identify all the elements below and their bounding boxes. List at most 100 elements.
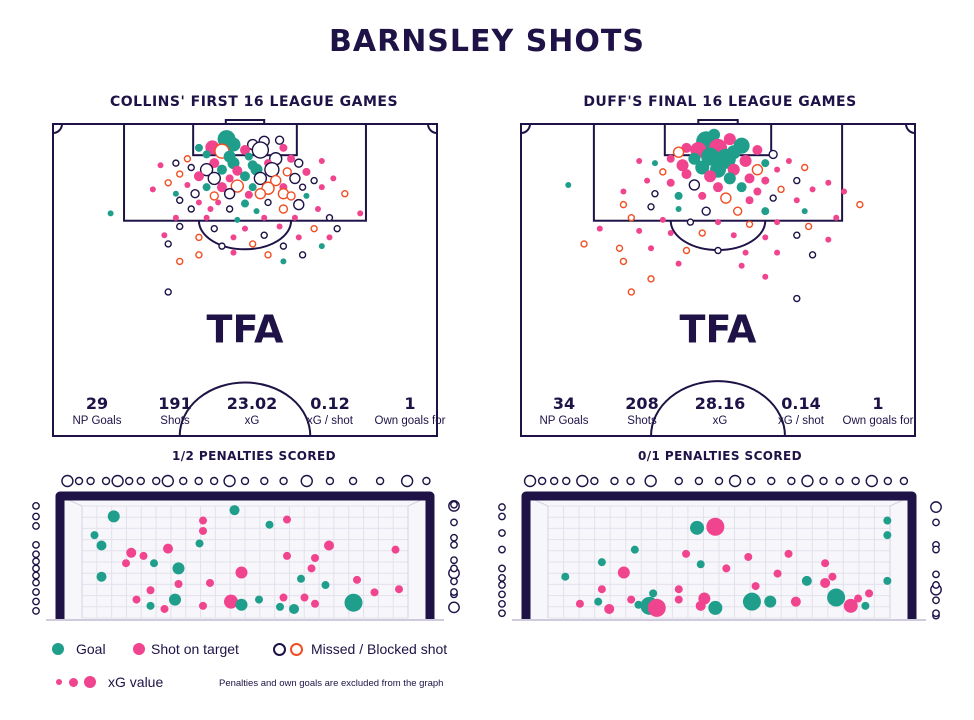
missed-shot-marker xyxy=(310,176,318,185)
missed-shot-marker xyxy=(124,476,134,486)
missed-shot-marker xyxy=(627,214,636,222)
left-shot-map: TFA xyxy=(52,119,438,437)
shot-on-target-marker xyxy=(330,175,337,182)
shot-on-target-marker xyxy=(291,214,298,221)
shot-on-target-marker xyxy=(216,182,227,193)
missed-shot-marker xyxy=(694,476,704,486)
shot-on-target-marker xyxy=(644,177,651,184)
missed-shot-marker xyxy=(152,476,161,486)
missed-shot-marker xyxy=(176,196,184,204)
goal-marker xyxy=(216,164,227,175)
missed-shot-marker xyxy=(32,578,40,587)
goal-marker xyxy=(253,208,260,215)
shot-on-target-marker xyxy=(199,516,207,525)
missed-shot-marker xyxy=(768,149,778,160)
missed-shot-marker xyxy=(450,577,458,586)
missed-shot-marker xyxy=(769,194,777,202)
missed-shot-marker xyxy=(195,233,203,242)
shot-on-target-marker xyxy=(174,580,183,588)
missed-shot-marker xyxy=(422,476,431,486)
shot-on-target-marker xyxy=(809,186,816,193)
goal-marker xyxy=(736,182,747,193)
tfa-logo: TFA xyxy=(680,307,758,351)
goal-marker-icon xyxy=(52,643,64,655)
shot-on-target-marker xyxy=(667,230,674,237)
missed-shot-marker xyxy=(32,512,40,521)
missed-shot-marker xyxy=(562,476,571,486)
missed-shot-marker xyxy=(549,476,559,486)
goal-marker xyxy=(761,159,770,168)
shot-on-target-marker xyxy=(774,249,781,256)
goal-marker xyxy=(883,516,892,525)
shot-on-target-marker xyxy=(157,162,164,169)
shot-on-target-marker xyxy=(160,604,169,613)
shot-on-target-marker xyxy=(232,165,243,176)
missed-shot-marker xyxy=(856,200,864,209)
shot-on-target-marker xyxy=(276,223,283,230)
shot-on-target-marker xyxy=(326,234,333,241)
right-stat-np-goals: 34 NP Goals xyxy=(539,394,589,427)
missed-shot-marker xyxy=(207,171,221,186)
shot-on-target-marker xyxy=(784,549,793,558)
goal-marker xyxy=(241,199,249,208)
goal-marker xyxy=(96,571,107,582)
shot-on-target-marker xyxy=(203,214,210,221)
center-circle-arc xyxy=(178,381,312,437)
missed-shot-marker xyxy=(293,198,305,211)
goal-marker xyxy=(742,592,761,611)
corner-arc xyxy=(905,123,916,134)
right-subtitle: DUFF'S FINAL 16 LEAGUE GAMES xyxy=(583,94,857,110)
shot-on-target-marker xyxy=(324,540,334,551)
missed-shot-marker xyxy=(32,540,40,549)
missed-shot-marker xyxy=(325,476,335,486)
missed-shot-marker xyxy=(333,224,341,233)
goal-marker xyxy=(96,540,107,551)
shot-on-target-marker xyxy=(704,170,717,183)
shot-on-target-marker xyxy=(184,181,191,188)
missed-shot-marker xyxy=(801,474,814,488)
missed-shot-marker xyxy=(701,206,711,216)
right-goalmouth xyxy=(498,474,942,621)
goal-marker xyxy=(723,172,736,185)
shot-on-target-marker xyxy=(715,219,721,226)
missed-shot-marker xyxy=(626,476,635,486)
legend-on-target-label: Shot on target xyxy=(151,641,239,657)
missed-shot-marker xyxy=(627,288,636,296)
missed-shot-marker xyxy=(720,192,732,204)
missed-shot-marker xyxy=(289,172,301,185)
goal-marker xyxy=(649,589,658,598)
right-penalties: 0/1 PENALTIES SCORED xyxy=(638,449,802,463)
goal-marker xyxy=(289,603,299,614)
shot-on-target-marker xyxy=(722,564,731,573)
shot-on-target-marker xyxy=(785,157,792,164)
missed-shot-marker xyxy=(279,242,288,250)
shot-on-target-marker xyxy=(224,594,238,609)
missed-shot-marker xyxy=(298,183,307,191)
shot-on-target-marker xyxy=(636,157,643,164)
missed-shot-marker xyxy=(286,191,296,201)
goal-marker xyxy=(265,520,274,529)
shot-on-target-marker xyxy=(627,595,636,604)
missed-shot-marker xyxy=(279,476,288,486)
goal-marker xyxy=(696,560,705,569)
missed-shot-marker xyxy=(800,163,809,172)
goal-frame xyxy=(697,119,739,125)
missed-shot-marker xyxy=(688,179,701,191)
shot-on-target-marker xyxy=(833,214,840,221)
missed-shot-marker xyxy=(835,476,844,486)
goal-marker xyxy=(235,598,248,611)
goal-marker xyxy=(630,545,639,554)
missed-shot-marker xyxy=(732,206,743,216)
missed-shot-marker xyxy=(808,251,817,259)
missed-shot-marker xyxy=(619,257,628,266)
shot-on-target-marker xyxy=(295,234,302,241)
shot-on-target-marker xyxy=(753,187,762,196)
goal-marker xyxy=(634,600,643,609)
goal-marker xyxy=(195,539,204,548)
shot-on-target-marker xyxy=(666,154,675,163)
goal-marker xyxy=(701,147,720,166)
goal-marker xyxy=(248,183,257,192)
shot-on-target-marker xyxy=(820,577,831,588)
missed-shot-marker xyxy=(698,229,706,237)
shot-on-target-marker xyxy=(713,182,723,193)
